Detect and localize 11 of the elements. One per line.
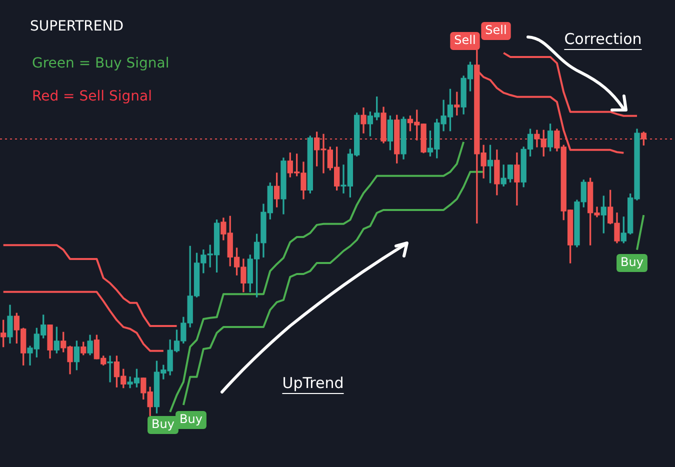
annotation: Green = Buy Signal [32, 56, 170, 72]
text: Sell [454, 33, 476, 48]
annotation: Buy [180, 412, 202, 426]
text: Correction [564, 30, 642, 48]
annotation: Buy [620, 255, 644, 270]
text: Sell [485, 23, 507, 38]
annotation: UpTrend [282, 374, 344, 392]
text: Buy [152, 417, 174, 432]
text: SUPERTREND [30, 18, 124, 35]
annotation: Red = Sell Signal [32, 88, 152, 105]
candlestick [107, 356, 113, 382]
